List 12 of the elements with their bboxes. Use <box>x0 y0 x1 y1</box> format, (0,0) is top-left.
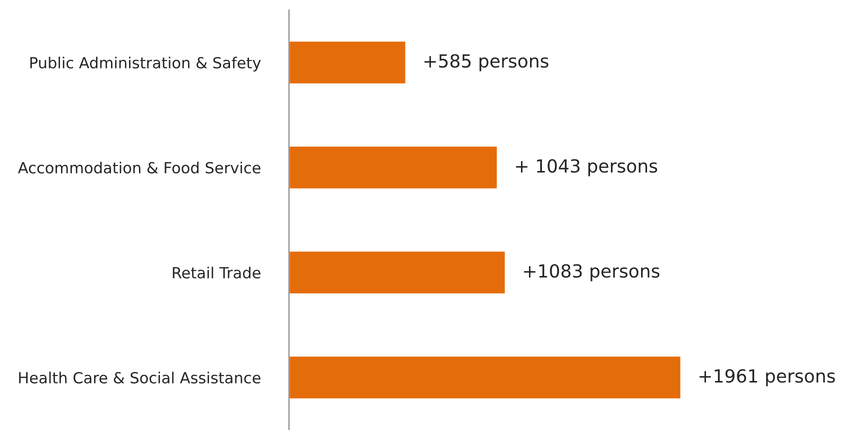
bar <box>289 40 407 85</box>
bar <box>289 250 506 295</box>
data-label: + 1043 persons <box>516 159 658 176</box>
bar <box>289 145 498 190</box>
y-tick-label: Health Care & Social Assistance <box>19 372 260 384</box>
y-tick-label: Accommodation & Food Service <box>18 162 260 174</box>
data-label: +1961 persons <box>700 369 835 386</box>
data-label: +1083 persons <box>524 264 660 282</box>
data-label: +585 persons <box>424 54 548 72</box>
bar <box>289 355 681 400</box>
y-tick-label: Retail Trade <box>172 266 260 279</box>
y-tick-label: Public Administration & Safety <box>30 56 261 72</box>
